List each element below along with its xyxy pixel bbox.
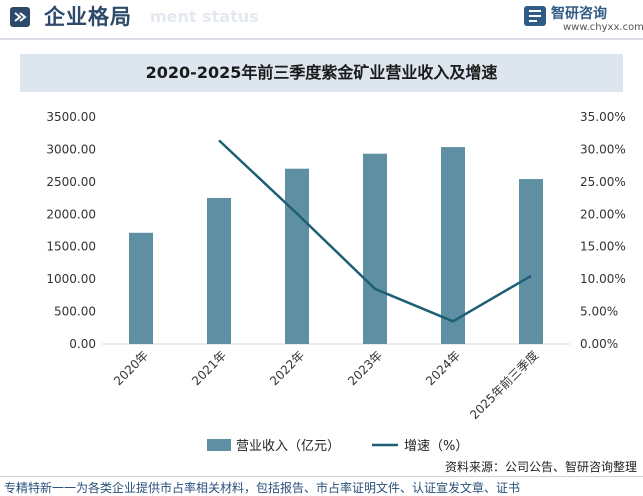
footer-divider (0, 476, 643, 477)
y-right-tick-label: 35.00% (580, 110, 626, 124)
chart-title-band: 2020-2025年前三季度紫金矿业营业收入及增速 (20, 54, 623, 92)
bar-revenue (363, 153, 387, 344)
brand-logo: 智研咨询 www.chyxx.com (523, 2, 643, 36)
y-left-tick-label: 2500.00 (46, 175, 96, 189)
bar-revenue (441, 147, 465, 344)
y-right-tick-label: 5.00% (580, 305, 618, 319)
line-growth-rate (218, 139, 532, 323)
y-left-tick-label: 1000.00 (46, 272, 96, 286)
footer-banner: 专精特新一一为各类企业提供市占率相关材料，包括报告、市占率证明文件、认证宣发文章… (4, 481, 521, 495)
legend-label-growth: 增速（%） (404, 439, 468, 454)
y-right-tick-label: 30.00% (580, 142, 626, 156)
header-divider (0, 38, 643, 40)
brand-name: 智研咨询 (551, 6, 607, 22)
x-tick-label: 2025年前三季度 (466, 348, 541, 423)
legend-swatch-revenue (207, 439, 231, 451)
y-left-tick-label: 500.00 (54, 305, 96, 319)
brand-url: www.chyxx.com (563, 22, 643, 33)
bar-revenue (129, 232, 153, 344)
y-right-tick-label: 10.00% (580, 272, 626, 286)
header-badge-icon (10, 7, 30, 27)
bar-revenue (285, 168, 309, 344)
y-left-tick-label: 2000.00 (46, 207, 96, 221)
brand-logo-icon (524, 6, 546, 26)
bar-revenue (207, 197, 231, 344)
y-left-tick-label: 3000.00 (46, 142, 96, 156)
y-left-tick-label: 3500.00 (46, 110, 96, 124)
chart-title: 2020-2025年前三季度紫金矿业营业收入及增速 (145, 63, 498, 82)
x-tick-label: 2023年 (345, 348, 385, 388)
x-tick-label: 2022年 (267, 348, 307, 388)
y-left-tick-label: 1500.00 (46, 240, 96, 254)
header-title: 企业格局 (44, 5, 132, 29)
header-subtitle: ment status (150, 7, 259, 26)
source-note: 资料来源：公司公告、智研咨询整理 (444, 460, 637, 474)
y-right-tick-label: 15.00% (580, 240, 626, 254)
y-left-tick-label: 0.00 (69, 337, 96, 351)
y-right-tick-label: 25.00% (580, 175, 626, 189)
x-tick-label: 2021年 (189, 348, 229, 388)
bar-revenue (519, 179, 543, 344)
x-tick-label: 2020年 (111, 348, 151, 388)
page-header: ment status 企业格局 智研咨询 www.chyxx.com (0, 0, 643, 38)
legend-label-revenue: 营业收入（亿元） (236, 439, 340, 454)
y-right-tick-label: 20.00% (580, 207, 626, 221)
chart-canvas: 0.00 500.00 1000.00 1500.00 2000.00 2500.00 30… (46, 110, 626, 454)
y-right-tick-label: 0.00% (580, 337, 618, 351)
x-tick-label: 2024年 (423, 348, 463, 388)
